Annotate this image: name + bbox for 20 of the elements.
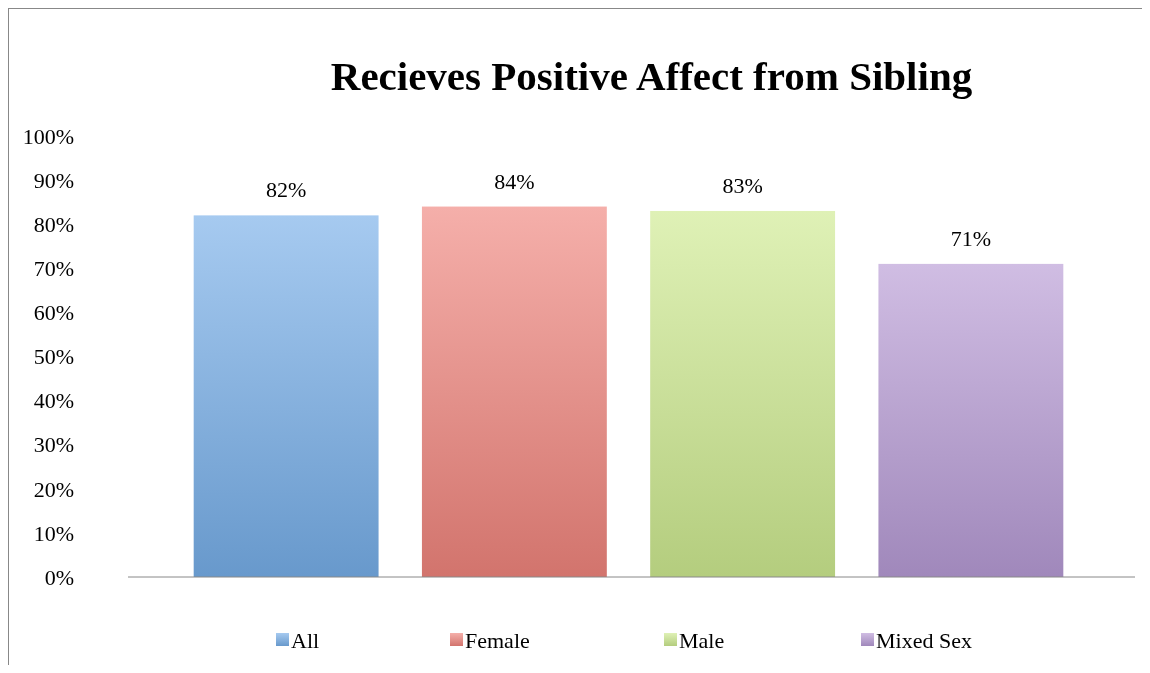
y-tick-label: 50% bbox=[33, 344, 74, 370]
y-tick-label: 0% bbox=[44, 564, 74, 590]
y-tick-label: 30% bbox=[33, 432, 74, 458]
legend-label: All bbox=[291, 627, 320, 653]
legend-label: Female bbox=[465, 627, 530, 653]
legend-label: Male bbox=[679, 627, 725, 653]
y-tick-label: 90% bbox=[33, 167, 74, 193]
text: 82% bbox=[265, 177, 307, 203]
y-tick-label: 80% bbox=[33, 211, 74, 237]
text: 84% bbox=[494, 168, 535, 194]
y-tick-label: 20% bbox=[33, 476, 74, 502]
y-tick-label: 60% bbox=[33, 300, 74, 326]
chart-title: Recieves Positive Affect from Sibling bbox=[330, 53, 973, 99]
y-tick-label: 100% bbox=[22, 123, 74, 149]
y-tick-label: 40% bbox=[33, 388, 74, 414]
text: 71% bbox=[950, 225, 992, 251]
text: 83% bbox=[722, 172, 763, 198]
legend-label: Mixed Sex bbox=[876, 627, 972, 653]
y-tick-label: 70% bbox=[33, 256, 74, 281]
y-tick-label: 10% bbox=[33, 520, 74, 546]
